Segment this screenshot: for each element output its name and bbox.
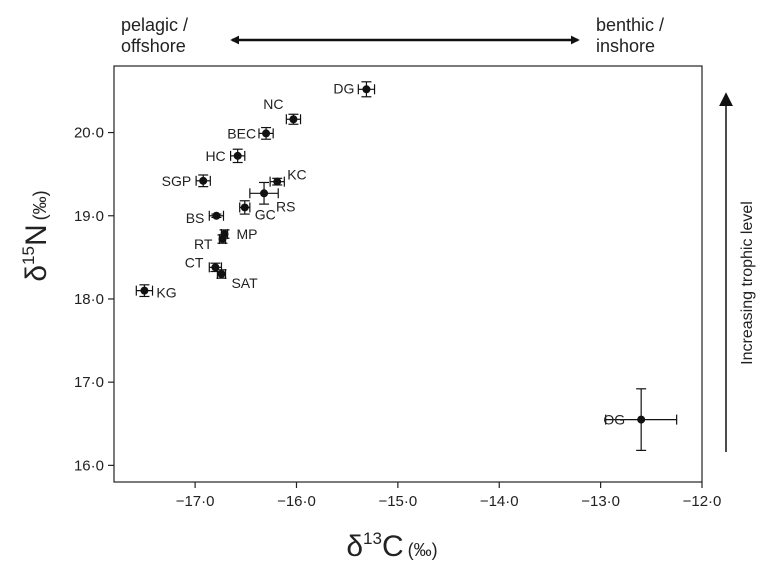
benthic-label-line1: benthic / xyxy=(596,15,665,35)
x-tick-label: −15·0 xyxy=(378,493,417,510)
data-point-bs: BS xyxy=(186,210,225,226)
data-point-rs: RS xyxy=(249,181,295,214)
point-label: KC xyxy=(287,167,306,183)
x-axis-isotope-number: 13 xyxy=(363,529,382,548)
benthic-label-line2: inshore xyxy=(596,36,656,56)
data-point-bec: BEC xyxy=(227,125,274,141)
x-tick-label: −13·0 xyxy=(581,493,620,510)
data-point-sgp: SGP xyxy=(162,173,211,189)
x-axis-element: C xyxy=(382,530,404,563)
point-label: SGP xyxy=(162,173,192,189)
point-marker xyxy=(217,270,226,278)
y-axis-title: δ15N (‰) xyxy=(19,190,53,281)
point-label: SAT xyxy=(231,275,258,291)
point-marker xyxy=(289,115,298,124)
x-tick-label: −16·0 xyxy=(277,493,316,510)
point-marker xyxy=(637,415,646,424)
point-label: OG xyxy=(603,412,625,428)
data-point-rt: RT xyxy=(194,234,228,252)
point-marker xyxy=(218,235,227,244)
point-label: BEC xyxy=(227,125,256,141)
point-marker xyxy=(362,85,371,94)
y-tick-label: 19·0 xyxy=(74,208,104,225)
plot-frame xyxy=(113,65,703,483)
trophic-level-label: Increasing trophic level xyxy=(739,201,756,365)
y-axis: 16·0 17·0 18·0 19·0 20·0 xyxy=(74,125,114,474)
point-label: BS xyxy=(186,210,205,226)
benthic-inshore-label: benthic / inshore xyxy=(596,15,664,57)
point-marker xyxy=(240,203,249,212)
y-tick-label: 16·0 xyxy=(74,457,104,474)
point-label: CT xyxy=(185,254,204,270)
data-point-ct: CT xyxy=(185,254,223,273)
y-axis-delta-symbol: δ xyxy=(20,265,53,282)
point-label: KG xyxy=(156,285,176,301)
point-marker xyxy=(273,177,282,186)
y-tick-label: 17·0 xyxy=(74,374,104,391)
x-axis-delta-symbol: δ xyxy=(346,530,363,563)
point-marker xyxy=(140,286,149,295)
point-label: RS xyxy=(276,198,295,214)
pelagic-label-line2: offshore xyxy=(121,36,186,56)
y-tick-label: 20·0 xyxy=(74,125,104,142)
point-label: HC xyxy=(205,148,225,164)
x-tick-label: −12·0 xyxy=(683,493,722,510)
data-point-kc: KC xyxy=(269,167,307,187)
point-label: GC xyxy=(255,206,276,222)
point-marker xyxy=(199,176,208,185)
data-point-dg: DG xyxy=(333,80,376,98)
point-marker xyxy=(262,129,271,138)
point-marker xyxy=(260,189,269,198)
pelagic-offshore-label: pelagic / offshore xyxy=(121,15,188,57)
y-axis-unit: (‰) xyxy=(30,190,50,220)
point-marker xyxy=(212,211,221,220)
x-axis-title: δ13C (‰) xyxy=(346,529,437,563)
data-point-sat: SAT xyxy=(216,269,258,291)
point-label: DG xyxy=(333,80,354,96)
pelagic-label-line1: pelagic / xyxy=(121,15,189,35)
data-point-hc: HC xyxy=(205,148,246,164)
y-axis-isotope-number: 15 xyxy=(19,246,38,265)
data-point-og: OG xyxy=(603,388,678,451)
x-axis-unit: (‰) xyxy=(408,540,438,560)
x-axis: −17·0 −16·0 −15·0 −14·0 −13·0 −12·0 xyxy=(176,482,722,510)
y-tick-label: 18·0 xyxy=(74,291,104,308)
data-point-nc: NC xyxy=(263,96,302,125)
x-tick-label: −17·0 xyxy=(176,493,215,510)
point-marker xyxy=(233,151,242,160)
data-point-kg: KG xyxy=(135,284,177,301)
y-axis-element: N xyxy=(20,224,53,246)
data-point-gc: GC xyxy=(239,200,276,222)
point-label: RT xyxy=(194,236,213,252)
point-label: NC xyxy=(263,96,283,112)
point-label: MP xyxy=(237,226,258,242)
x-tick-label: −14·0 xyxy=(480,493,519,510)
